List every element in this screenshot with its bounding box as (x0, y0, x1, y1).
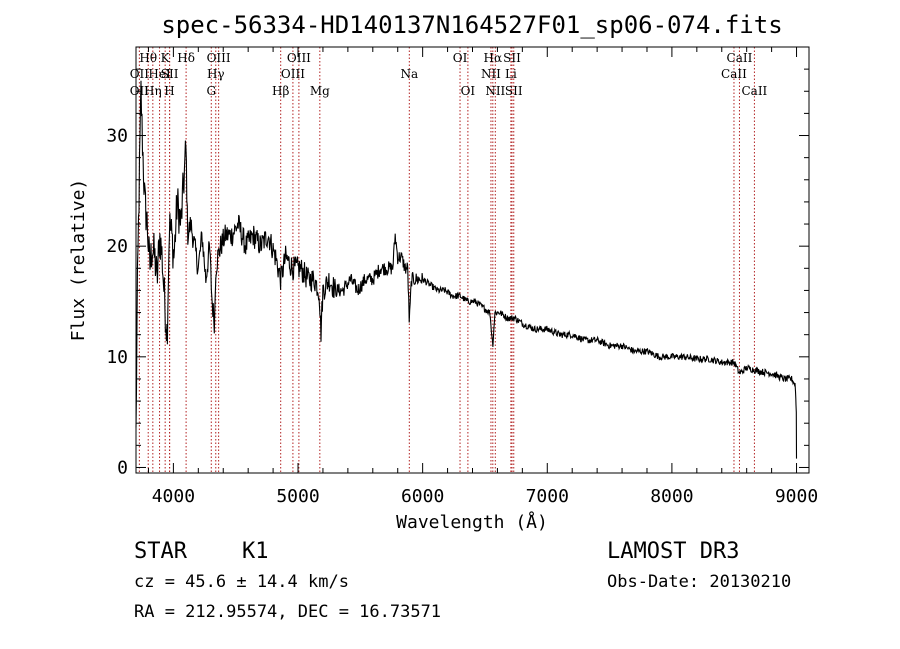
line-label: Mg (310, 84, 330, 98)
line-label: SII (161, 67, 179, 81)
line-label: CaII (727, 51, 753, 65)
line-label: NII (481, 67, 501, 81)
y-tick-label: 20 (106, 236, 128, 257)
line-label: Hη (144, 84, 162, 98)
line-label: CaII (741, 84, 767, 98)
chart-title: spec-56334-HD140137N164527F01_sp06-074.f… (161, 11, 782, 39)
line-label: K (161, 51, 171, 65)
line-label: Hγ (207, 67, 225, 81)
line-label: OI (453, 51, 468, 65)
x-tick-label: 7000 (526, 486, 569, 507)
y-tick-label: 10 (106, 347, 128, 368)
redshift-velocity: cz = 45.6 ± 14.4 km/s (134, 572, 349, 592)
line-label: Na (400, 67, 418, 81)
observation-date: Obs-Date: 20130210 (607, 572, 792, 592)
x-tick-label: 8000 (650, 486, 693, 507)
y-axis-ticks: 0 10 20 30 (106, 68, 809, 478)
spectrum-line (135, 80, 798, 459)
line-label: SII (505, 84, 523, 98)
x-axis-ticks: 4000 5000 6000 7000 8000 9000 (147, 47, 818, 507)
x-tick-label: 9000 (775, 486, 818, 507)
emission-line-markers (138, 47, 755, 473)
y-tick-label: 0 (117, 457, 128, 478)
spectrum-layer (135, 80, 798, 459)
line-label: OIII (287, 51, 311, 65)
x-axis-label: Wavelength (Å) (396, 511, 548, 533)
line-label: G (206, 84, 216, 98)
line-label: CaII (721, 67, 747, 81)
line-label: Hα (484, 51, 503, 65)
line-label: Hθ (139, 51, 157, 65)
x-tick-label: 5000 (276, 486, 319, 507)
line-label: H (164, 84, 174, 98)
object-subclass: K1 (242, 539, 269, 564)
plot-frame (135, 46, 810, 474)
line-label: OIII (281, 67, 305, 81)
y-tick-label: 30 (106, 126, 128, 147)
x-tick-label: 4000 (152, 486, 195, 507)
object-class: STAR (134, 539, 187, 564)
line-label: NII (485, 84, 505, 98)
line-label: OIII (207, 51, 231, 65)
line-label: Li (505, 67, 517, 81)
line-label: Hβ (272, 84, 289, 98)
survey-name: LAMOST DR3 (607, 539, 740, 564)
x-tick-label: 6000 (401, 486, 444, 507)
line-label: OII (130, 67, 150, 81)
coordinates: RA = 212.95574, DEC = 16.73571 (134, 602, 442, 622)
line-label: OI (461, 84, 476, 98)
y-axis-label: Flux (relative) (68, 179, 89, 342)
line-label: Hδ (177, 51, 195, 65)
line-label: SII (503, 51, 521, 65)
line-label: HeI (148, 67, 171, 81)
